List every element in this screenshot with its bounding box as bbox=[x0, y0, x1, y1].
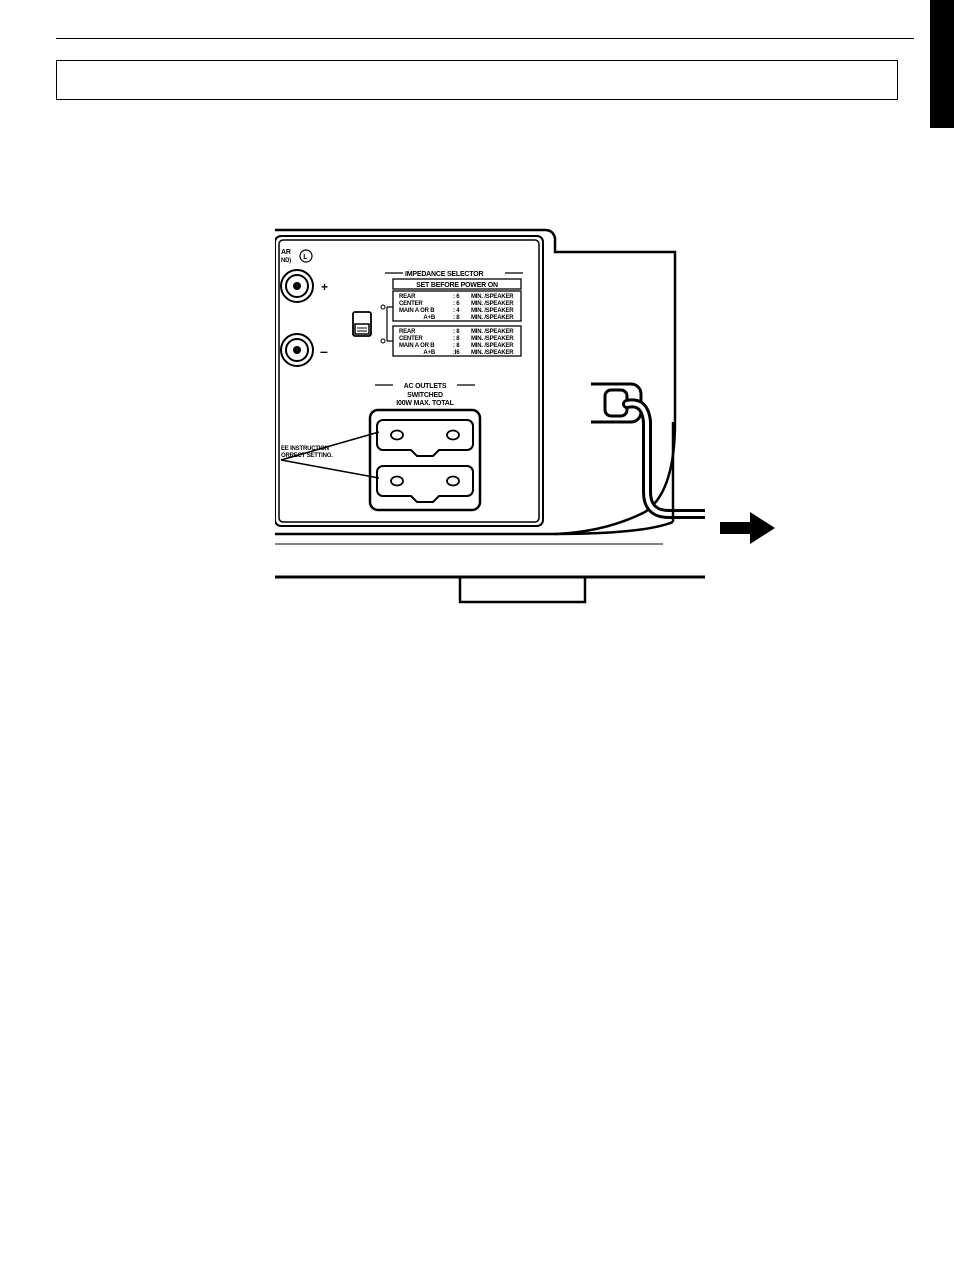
svg-text:: 8: : 8 bbox=[453, 329, 460, 335]
svg-text:: 8: : 8 bbox=[453, 315, 460, 321]
minus-sign: – bbox=[320, 343, 328, 359]
terminal-header: AR bbox=[281, 249, 291, 256]
svg-text:REAR: REAR bbox=[399, 294, 416, 300]
svg-text:: 4: : 4 bbox=[453, 308, 460, 314]
section-title-box bbox=[56, 60, 898, 100]
svg-text:MIN. /SPEAKER: MIN. /SPEAKER bbox=[471, 329, 514, 335]
impedance-selector-block: IMPEDANCE SELECTOR SET BEFORE POWER ON R… bbox=[353, 271, 523, 356]
rear-panel-diagram: AR ND) L + – IMPEDANCE SELECTOR SET BEFO… bbox=[275, 222, 705, 622]
svg-text::I6: :I6 bbox=[453, 350, 460, 356]
svg-text:MIN. /SPEAKER: MIN. /SPEAKER bbox=[471, 301, 514, 307]
ac-outlets-block: AC OUTLETS SWITCHED I00W MAX. TOTAL bbox=[370, 383, 480, 510]
svg-text:MIN. /SPEAKER: MIN. /SPEAKER bbox=[471, 336, 514, 342]
terminal-sub: ND) bbox=[281, 258, 291, 264]
svg-text:A+B: A+B bbox=[423, 350, 435, 356]
svg-text:: 6: : 6 bbox=[453, 294, 460, 300]
svg-text:MIN. /SPEAKER: MIN. /SPEAKER bbox=[471, 315, 514, 321]
svg-text:: 8: : 8 bbox=[453, 336, 460, 342]
outlet-top bbox=[377, 420, 473, 456]
svg-text:CENTER: CENTER bbox=[399, 336, 423, 342]
svg-text:: 8: : 8 bbox=[453, 343, 460, 349]
ac-header: AC OUTLETS bbox=[404, 383, 447, 390]
terminal-circle-l: L bbox=[303, 254, 308, 261]
svg-text:MIN. /SPEAKER: MIN. /SPEAKER bbox=[471, 350, 514, 356]
svg-text:MIN. /SPEAKER: MIN. /SPEAKER bbox=[471, 343, 514, 349]
impedance-sub: SET BEFORE POWER ON bbox=[416, 282, 498, 289]
outlet-bottom bbox=[377, 466, 473, 502]
svg-text:MIN. /SPEAKER: MIN. /SPEAKER bbox=[471, 308, 514, 314]
ac-sub1: SWITCHED bbox=[407, 392, 443, 399]
ac-sub2: I00W MAX. TOTAL bbox=[396, 400, 454, 407]
svg-text:: 6: : 6 bbox=[453, 301, 460, 307]
svg-text:CENTER: CENTER bbox=[399, 301, 423, 307]
svg-text:MAIN A OR B: MAIN A OR B bbox=[399, 343, 435, 349]
svg-text:A+B: A+B bbox=[423, 315, 435, 321]
svg-text:REAR: REAR bbox=[399, 329, 416, 335]
impedance-rows-top: REAR : 6 MIN. /SPEAKER CENTER : 6 MIN. /… bbox=[399, 294, 514, 321]
plus-sign: + bbox=[321, 280, 328, 294]
impedance-rows-bottom: REAR : 8 MIN. /SPEAKER CENTER : 8 MIN. /… bbox=[399, 329, 514, 356]
power-cord bbox=[591, 384, 705, 514]
section-tab bbox=[930, 0, 954, 128]
svg-text:MAIN A OR B: MAIN A OR B bbox=[399, 308, 435, 314]
arrow-right-icon bbox=[720, 512, 775, 544]
page-top-rule bbox=[56, 38, 914, 39]
impedance-header: IMPEDANCE SELECTOR bbox=[405, 271, 483, 278]
svg-text:MIN. /SPEAKER: MIN. /SPEAKER bbox=[471, 294, 514, 300]
